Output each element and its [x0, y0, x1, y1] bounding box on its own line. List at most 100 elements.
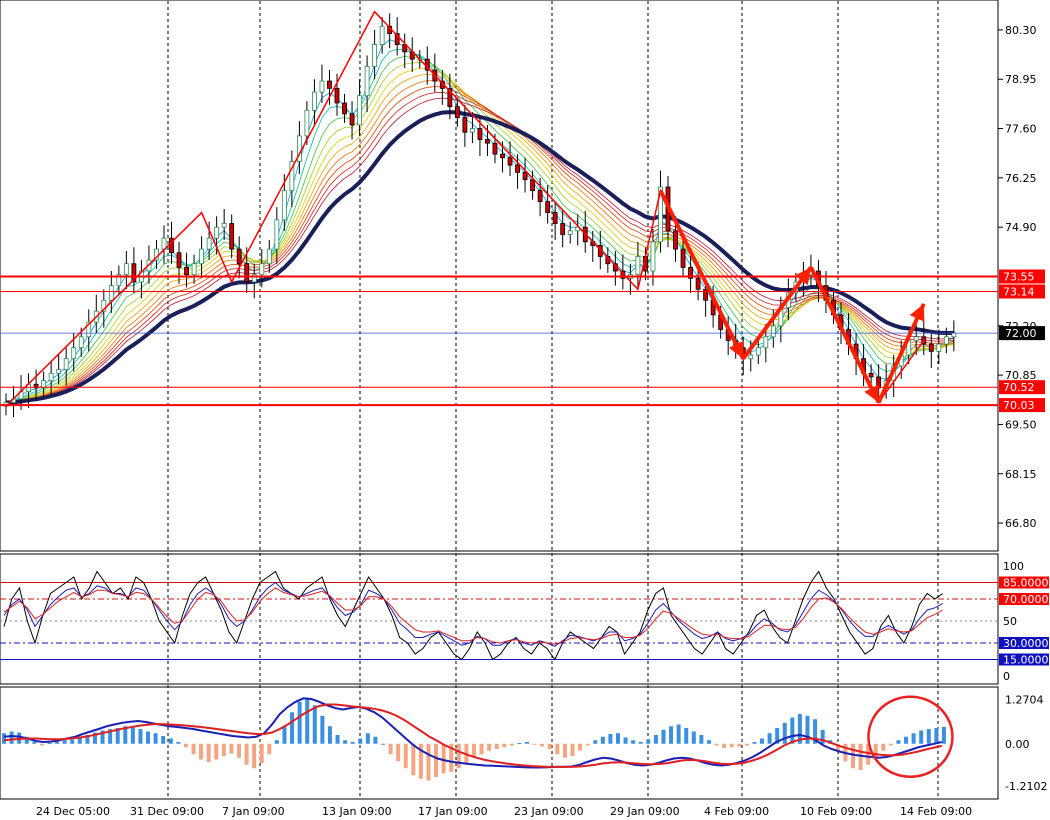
macd-histogram-bar — [540, 743, 545, 747]
projection-arrow — [876, 303, 926, 404]
candle-body — [567, 230, 573, 235]
macd-histogram-bar — [593, 740, 598, 744]
candle-body — [477, 128, 483, 140]
candle-body — [176, 252, 182, 268]
macd-histogram-bar — [941, 726, 946, 744]
macd-histogram-bar — [77, 737, 82, 744]
price-y-tick-label: 68.15 — [1005, 468, 1037, 481]
macd-histogram-bar — [236, 743, 241, 758]
macd-histogram-bar — [24, 736, 29, 744]
stochastic-panel — [0, 553, 999, 685]
macd-histogram-bar — [381, 743, 386, 745]
candle-body — [334, 87, 340, 104]
candle-body — [913, 336, 919, 341]
macd-histogram-bar — [32, 742, 37, 744]
candle-body — [454, 106, 460, 118]
macd-histogram-bar — [502, 743, 507, 748]
macd-histogram-bar — [782, 722, 787, 744]
macd-histogram-bar — [312, 705, 317, 744]
candle-body — [770, 325, 776, 338]
macd-y-tick-label: 0.00 — [1005, 738, 1030, 751]
candle-body — [530, 179, 535, 192]
macd-histogram-bar — [396, 743, 401, 762]
macd-y-tick-label: -1.2102 — [1005, 780, 1047, 793]
candle-body — [274, 219, 280, 250]
down-arrow-head — [864, 384, 879, 403]
macd-histogram-bar — [653, 735, 658, 744]
candle-body — [936, 343, 942, 352]
macd-histogram-bar — [365, 733, 370, 744]
candle-body — [131, 263, 137, 283]
candle-body — [78, 336, 84, 349]
macd-histogram-bar — [494, 743, 499, 749]
price-y-tick-label: 70.85 — [1005, 369, 1037, 382]
macd-histogram-bar — [320, 715, 325, 744]
macd-histogram-bar — [115, 728, 120, 744]
level-badge-label: 73.55 — [1003, 271, 1035, 284]
candle-body — [206, 237, 212, 250]
candle-body — [191, 263, 197, 276]
candle-body — [123, 263, 129, 276]
macd-histogram-bar — [55, 740, 60, 744]
macd-histogram-bar — [487, 743, 492, 751]
macd-histogram-bar — [297, 701, 302, 744]
macd-histogram-bar — [267, 743, 272, 755]
macd-histogram-bar — [775, 728, 780, 744]
macd-histogram-bar — [858, 743, 863, 770]
x-tick-label: 7 Jan 09:00 — [222, 805, 285, 818]
macd-histogram-bar — [547, 743, 552, 749]
candle-body — [379, 25, 385, 45]
x-tick-label: 31 Dec 09:00 — [130, 805, 204, 818]
up-arrow-head — [794, 267, 811, 285]
macd-histogram-bar — [562, 743, 567, 758]
price-y-tick-label: 80.30 — [1005, 24, 1037, 37]
candle-body — [304, 109, 310, 137]
macd-histogram-bar — [434, 743, 439, 777]
macd-signal-line — [3, 703, 943, 768]
stoch-level-label: 70.0000 — [1003, 593, 1049, 606]
macd-layer — [2, 695, 954, 781]
macd-histogram-bar — [850, 743, 855, 769]
stoch-level-badge — [999, 593, 1049, 605]
x-tick-label: 14 Feb 09:00 — [900, 805, 972, 818]
candle-body — [748, 354, 754, 360]
candle-body — [560, 223, 566, 235]
x-tick-label: 29 Jan 09:00 — [610, 805, 680, 818]
candle-body — [485, 139, 490, 144]
macd-histogram-bar — [47, 743, 52, 745]
macd-histogram-bar — [161, 736, 166, 744]
last-price-label: 72.00 — [1005, 327, 1037, 340]
macd-histogram-bar — [2, 733, 6, 744]
macd-histogram-bar — [904, 736, 909, 744]
macd-histogram-bar — [722, 743, 727, 748]
candle-body — [928, 343, 934, 352]
macd-histogram-bar — [411, 743, 416, 776]
x-tick-label: 17 Jan 09:00 — [418, 805, 488, 818]
ma-ribbon-line — [5, 86, 954, 403]
macd-histogram-bar — [888, 743, 893, 746]
candle-body — [763, 336, 769, 349]
level-badge-label: 70.03 — [1003, 399, 1035, 412]
macd-histogram-bar — [426, 743, 431, 781]
macd-histogram-bar — [403, 743, 408, 769]
macd-histogram-bar — [183, 743, 188, 748]
candle-body — [673, 230, 678, 250]
macd-histogram-bar — [70, 739, 75, 744]
macd-histogram-bar — [934, 728, 939, 744]
stoch-y-tick-label: 50 — [1003, 615, 1017, 628]
macd-histogram-bar — [456, 743, 461, 769]
macd-histogram-bar — [926, 729, 931, 744]
stoch-y-tick-label: 0 — [1003, 670, 1010, 683]
macd-histogram-bar — [835, 743, 840, 751]
macd-histogram-bar — [418, 743, 423, 779]
macd-histogram-bar — [638, 742, 643, 744]
candle-body — [492, 142, 498, 155]
stoch-y-tick-label: 100 — [1003, 560, 1024, 573]
level-badge — [999, 380, 1045, 395]
macd-histogram-bar — [123, 726, 128, 744]
candle-body — [688, 266, 693, 279]
down-arrow — [658, 189, 746, 360]
x-tick-label: 13 Jan 09:00 — [322, 805, 392, 818]
candle-body — [943, 336, 949, 345]
